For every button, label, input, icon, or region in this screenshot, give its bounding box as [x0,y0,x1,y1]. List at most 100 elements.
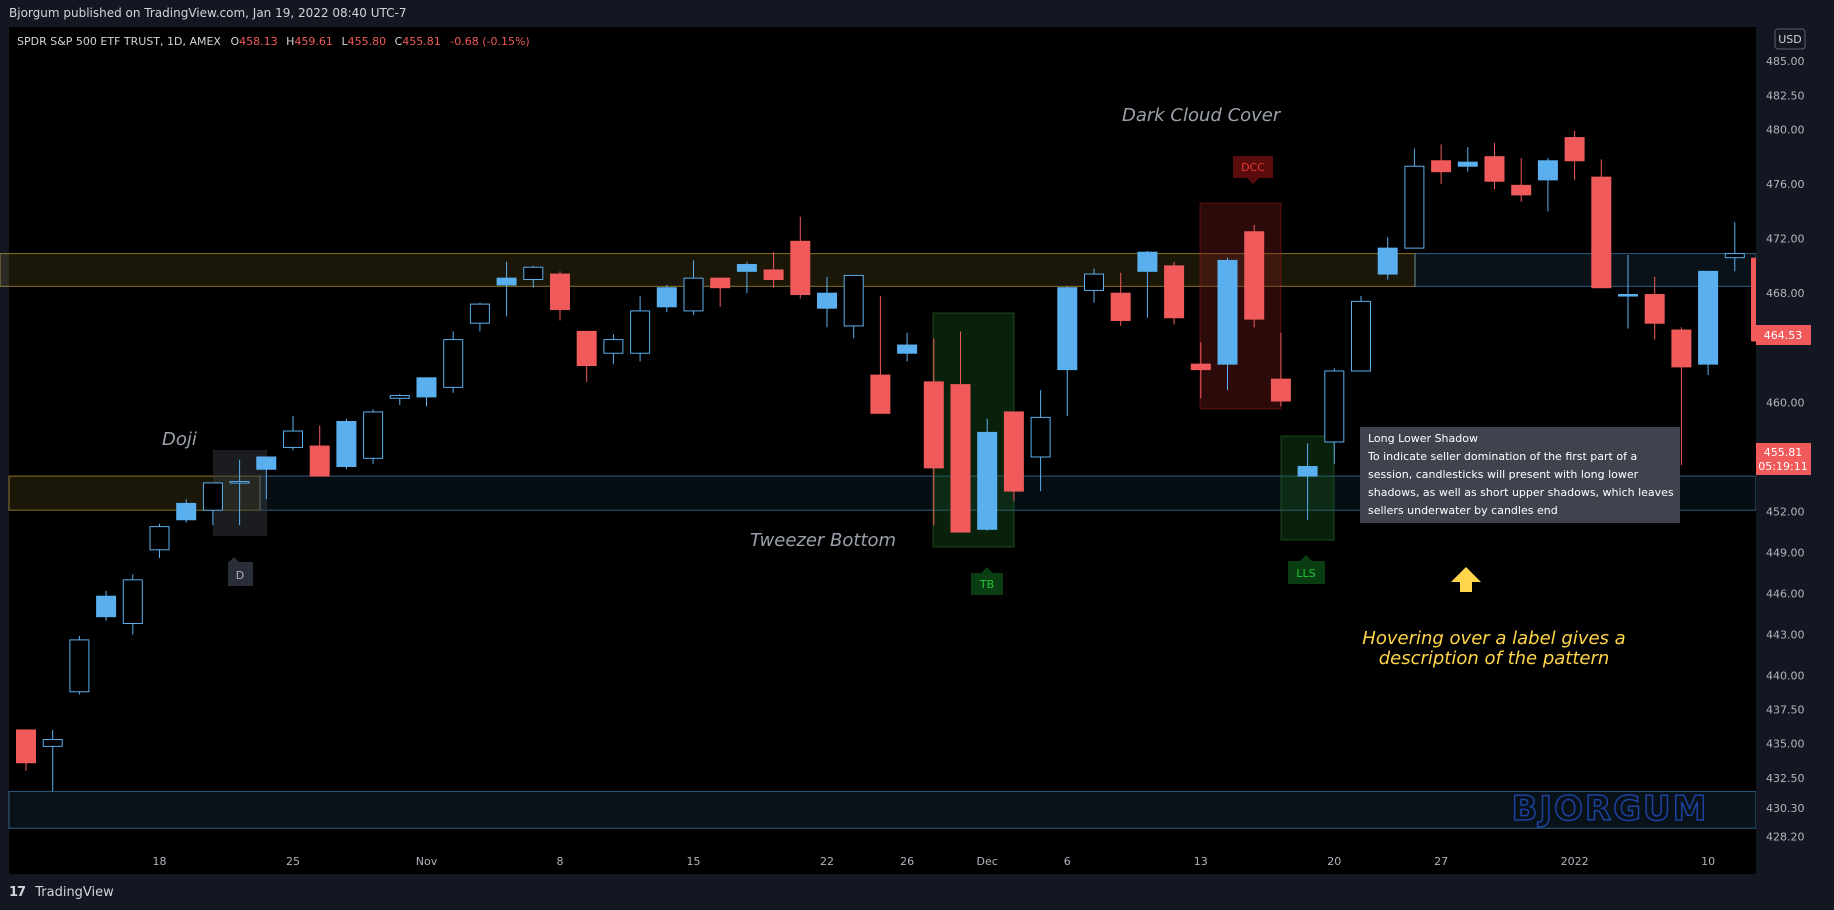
candle-body [923,381,944,469]
candle-body [363,411,384,459]
high-value: 459.61 [294,35,333,48]
candle-body [1537,160,1558,181]
time-tick-label: 18 [153,855,167,868]
time-tick-label: 15 [687,855,701,868]
candle-body [16,729,36,764]
candle-body [683,277,704,312]
candle-body [122,579,143,625]
candle-body [1324,370,1345,443]
candle-body [576,330,597,367]
price-tick-label: 476.00 [1766,178,1805,191]
tradingview-logo-icon: 17 [9,885,26,900]
dcc-label[interactable]: DCC [1233,156,1273,184]
candle-body [1057,287,1078,371]
high-label: H [286,35,294,48]
currency-label: USD [1778,33,1802,46]
candle-body [1751,257,1757,341]
candle-body [1003,411,1024,492]
time-tick-label: 6 [1064,855,1071,868]
candle-body [1404,165,1425,249]
candle-body [1484,156,1505,182]
footer-bar: 17 TradingView [0,876,1834,910]
price-tick-label: 435.00 [1766,738,1805,751]
tooltip-line-1: To indicate seller domination of the fir… [1367,450,1637,463]
candle-body [736,264,757,272]
dcc-label-text: DCC [1241,161,1265,174]
candle-body [523,266,544,281]
price-tick-label: 430.30 [1766,802,1805,815]
tooltip-title: Long Lower Shadow [1368,432,1478,445]
change-value: -0.68 (-0.15%) [450,35,529,48]
dcc-title: Dark Cloud Cover [1122,105,1282,126]
candle-body [1724,253,1745,259]
candle-body [42,739,63,747]
candle-body [1591,176,1612,289]
candle-body [1164,265,1185,319]
candle-body [149,526,170,551]
dcc-box [1199,202,1282,410]
candle-body [656,287,677,308]
price-tick-label: 460.00 [1766,396,1805,409]
time-tick-label: 2022 [1561,855,1589,868]
tweezer-box [932,312,1015,548]
candle-body [309,445,330,477]
current-price-text: 455.81 [1764,446,1803,459]
candle-body [1698,270,1719,365]
candle-body [1351,300,1371,372]
lls-label[interactable]: LLS [1288,555,1325,584]
price-tick-label: 440.00 [1766,669,1805,682]
candle-body [1377,247,1398,275]
candle-body [1564,137,1585,162]
time-tick-label: 25 [286,855,300,868]
candle-body [1217,259,1238,365]
close-value: 455.81 [402,35,441,48]
open-label: O [230,35,239,48]
candle-body [1110,292,1131,321]
time-tick-label: 10 [1701,855,1715,868]
candle-body [630,310,651,354]
candle-body [1084,273,1104,291]
candle-body [283,430,303,448]
time-tick-label: 26 [900,855,914,868]
candle-body [1671,329,1692,368]
candle-body [96,595,117,618]
candle-body [1431,160,1452,173]
dcc-label-tip [1247,178,1259,184]
candle-body [843,274,864,327]
time-tick-label: 13 [1194,855,1208,868]
candle-body [1511,184,1532,196]
candle-body [1644,294,1665,324]
candle-body [202,482,223,511]
tweezer-label-tip [981,567,993,573]
last-price-badge [1756,325,1811,345]
pattern-tooltip: Long Lower Shadow To indicate seller dom… [1360,427,1680,523]
time-axis: 18 25 Nov 8 15 22 26 Dec 6 13 20 27 2022 10 [9,846,1756,874]
watermark-logo: BJORGUM [1512,789,1709,829]
doji-label-box[interactable] [228,562,253,586]
dcc-label-box[interactable] [1233,156,1273,178]
footer-brand: TradingView [35,885,114,900]
candle-body [1030,416,1051,458]
currency-badge[interactable] [1774,28,1806,50]
candle-body [817,292,837,309]
doji-label[interactable]: D [228,557,253,586]
lls-label-box[interactable] [1288,561,1325,584]
tweezer-label-box[interactable] [971,573,1003,595]
symbol-legend: SPDR S&P 500 ETF TRUST, 1D, AMEX O458.13… [17,35,530,48]
time-tick-label: 20 [1327,855,1341,868]
candle-body [1244,231,1265,320]
time-tick-label: 8 [557,855,564,868]
tweezer-label[interactable]: TB [971,567,1003,595]
price-tick-label: 446.00 [1766,587,1805,600]
candle-body [1457,161,1478,167]
open-value: 458.13 [239,35,278,48]
zone-band [8,790,1757,829]
price-tick-label: 432.50 [1766,772,1805,785]
candle-body [469,303,490,324]
candle-body [897,344,918,354]
candle-body [603,339,624,354]
candle-body [69,639,90,693]
up-arrow-icon [1451,567,1481,592]
symbol-name: SPDR S&P 500 ETF TRUST, 1D, AMEX [17,35,221,48]
price-tick-label: 482.50 [1766,89,1805,102]
